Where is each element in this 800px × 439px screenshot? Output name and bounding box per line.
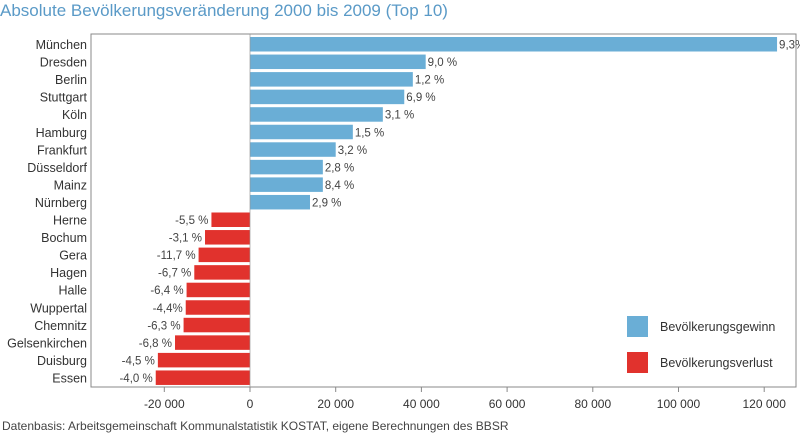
value-label-4: 3,1 % xyxy=(385,110,414,122)
bar-9 xyxy=(250,194,310,210)
x-tick-label-2: 20 000 xyxy=(317,397,354,411)
x-tick-label-0: -20 000 xyxy=(144,397,185,411)
bar-5 xyxy=(250,124,353,140)
x-tick-label-4: 60 000 xyxy=(489,397,526,411)
value-label-3: 6,9 % xyxy=(406,92,435,104)
value-label-15: -4,4% xyxy=(153,303,183,315)
bar-19 xyxy=(155,370,250,385)
value-label-1: 9,0 % xyxy=(428,57,457,69)
bar-1 xyxy=(250,54,426,70)
value-label-16: -6,3 % xyxy=(147,320,180,332)
value-label-13: -6,7 % xyxy=(158,268,191,280)
category-label-0: München xyxy=(36,38,87,52)
value-label-7: 2,8 % xyxy=(325,162,354,174)
x-tick-label-3: 40 000 xyxy=(403,397,440,411)
category-label-2: Berlin xyxy=(55,73,87,87)
bar-0 xyxy=(250,37,778,52)
bar-10 xyxy=(211,212,250,227)
category-label-1: Dresden xyxy=(40,56,87,70)
value-label-5: 1,5 % xyxy=(355,127,384,139)
value-label-6: 3,2 % xyxy=(338,145,367,157)
bar-2 xyxy=(250,72,413,87)
bar-11 xyxy=(205,230,250,245)
value-label-12: -11,7 % xyxy=(157,250,196,262)
bar-17 xyxy=(175,335,250,350)
bar-6 xyxy=(250,142,336,157)
category-label-6: Frankfurt xyxy=(37,143,88,157)
x-tick-label-1: 0 xyxy=(247,397,254,411)
legend-label-1: Bevölkerungsverlust xyxy=(660,356,773,370)
bar-4 xyxy=(250,107,383,122)
category-label-4: Köln xyxy=(62,108,87,122)
category-label-17: Gelsenkirchen xyxy=(7,336,87,350)
category-label-16: Chemnitz xyxy=(34,319,87,333)
value-label-11: -3,1 % xyxy=(169,233,202,245)
value-label-18: -4,5 % xyxy=(122,355,155,367)
x-tick-label-6: 100 000 xyxy=(657,397,701,411)
bar-15 xyxy=(185,300,250,315)
category-label-14: Halle xyxy=(59,284,88,298)
bar-13 xyxy=(194,265,250,280)
bar-chart: München 9,3% Dresden 9,0 % Berlin 1,2 % Stuttg… xyxy=(7,33,800,411)
category-label-10: Herne xyxy=(53,214,87,228)
value-label-0: 9,3% xyxy=(779,40,800,52)
x-tick-label-5: 80 000 xyxy=(574,397,611,411)
category-label-9: Nürnberg xyxy=(35,196,87,210)
bar-14 xyxy=(186,282,250,298)
chart-title: Absolute Bevölkerungsveränderung 2000 bi… xyxy=(0,1,448,20)
value-label-8: 8,4 % xyxy=(325,180,354,192)
plot-frame xyxy=(90,33,797,388)
category-label-19: Essen xyxy=(52,371,87,385)
category-label-11: Bochum xyxy=(41,231,87,245)
legend-swatch-0 xyxy=(627,316,648,337)
category-label-7: Düsseldorf xyxy=(27,161,87,175)
legend-swatch-1 xyxy=(627,352,648,373)
value-label-17: -6,8 % xyxy=(139,338,172,350)
bar-12 xyxy=(198,247,250,263)
source-note: Datenbasis: Arbeitsgemeinschaft Kommunal… xyxy=(2,419,509,433)
bar-3 xyxy=(250,89,405,105)
x-tick-label-7: 120 000 xyxy=(743,397,787,411)
legend-label-0: Bevölkerungsgewinn xyxy=(660,320,775,334)
category-label-13: Hagen xyxy=(50,266,87,280)
category-label-8: Mainz xyxy=(54,178,87,192)
category-label-5: Hamburg xyxy=(36,126,87,140)
bar-18 xyxy=(157,352,250,368)
category-label-3: Stuttgart xyxy=(40,91,88,105)
category-label-15: Wuppertal xyxy=(30,301,87,315)
value-label-10: -5,5 % xyxy=(175,215,208,227)
bar-7 xyxy=(250,159,323,175)
bar-16 xyxy=(183,317,250,333)
value-label-19: -4,0 % xyxy=(119,373,152,385)
value-label-2: 1,2 % xyxy=(415,75,444,87)
category-label-18: Duisburg xyxy=(37,354,87,368)
category-label-12: Gera xyxy=(59,249,87,263)
value-label-9: 2,9 % xyxy=(312,197,341,209)
bar-8 xyxy=(250,177,323,192)
value-label-14: -6,4 % xyxy=(150,285,183,297)
